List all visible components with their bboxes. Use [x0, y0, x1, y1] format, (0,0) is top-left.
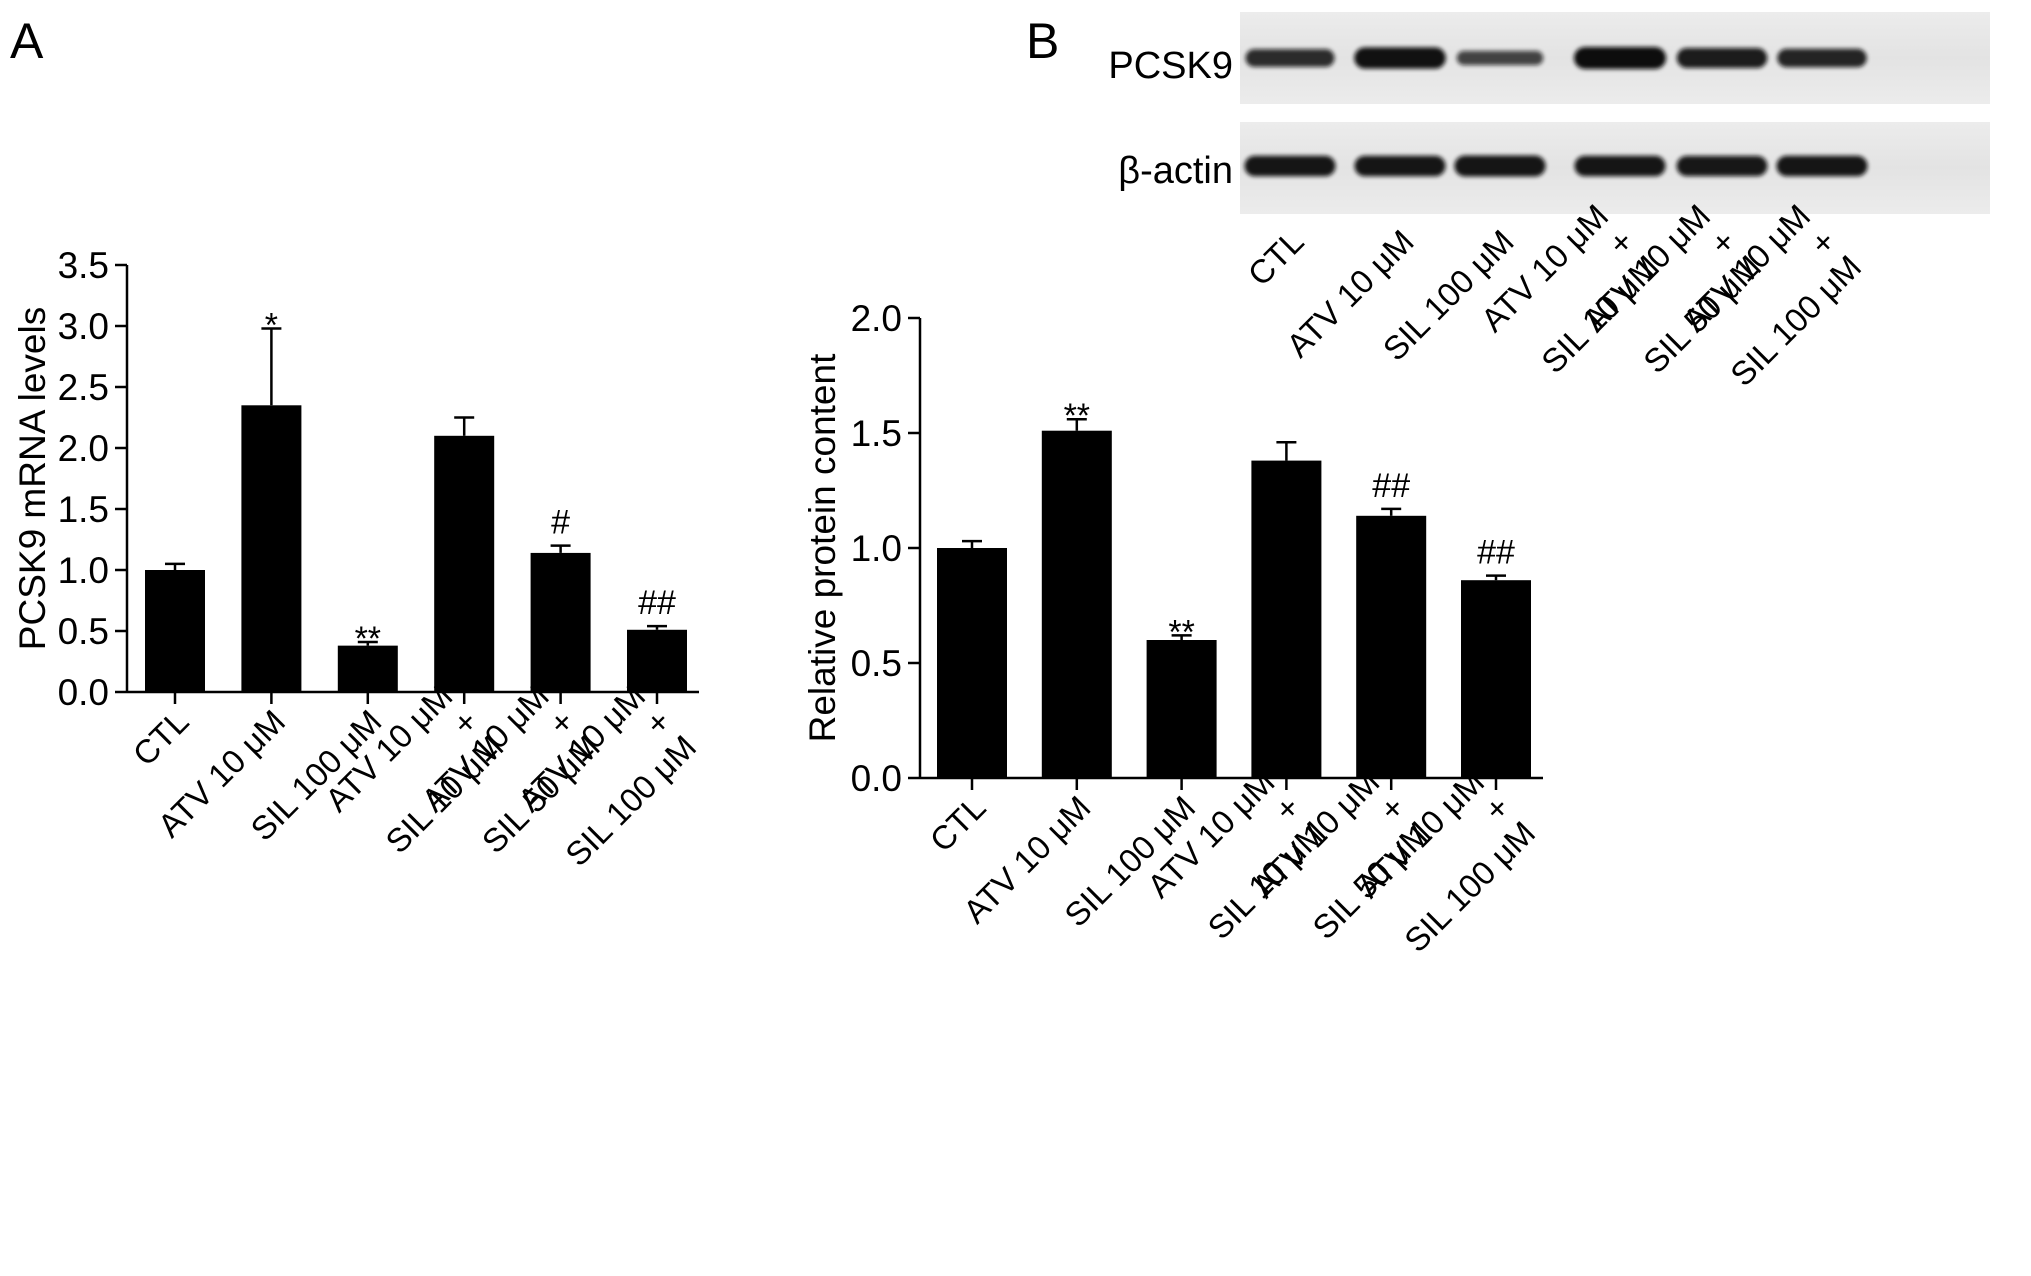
blot-band — [1676, 48, 1768, 68]
bar — [937, 548, 1007, 778]
y-tick-label: 2.0 — [58, 428, 109, 469]
y-tick-label: 0.0 — [58, 672, 109, 713]
bar — [434, 435, 495, 692]
blot-band — [1354, 155, 1446, 177]
significance-label: ## — [1372, 467, 1410, 505]
y-tick-label: 2.0 — [851, 298, 902, 339]
bar — [337, 645, 398, 692]
y-tick-label: 1.0 — [851, 528, 902, 569]
blot-band — [1574, 155, 1666, 177]
blot-band — [1456, 50, 1544, 66]
bar — [145, 570, 205, 692]
significance-label: ## — [1477, 534, 1515, 572]
bar — [530, 552, 591, 692]
y-tick-label: 0.0 — [851, 758, 902, 799]
y-tick-label: 3.5 — [58, 245, 109, 286]
blot-bands — [1244, 47, 1868, 177]
y-tick-label: 0.5 — [58, 611, 109, 652]
y-tick-label: 1.5 — [851, 413, 902, 454]
x-category-label: CTL — [922, 789, 992, 859]
bar — [1251, 460, 1322, 778]
blot-band — [1244, 155, 1336, 177]
bar — [1041, 430, 1112, 778]
x-category-label-line: CTL — [125, 703, 195, 773]
x-category-label-line: CTL — [922, 789, 992, 859]
significance-label: * — [265, 306, 278, 344]
blot-band — [1776, 155, 1868, 177]
x-category-label: CTL — [125, 703, 195, 773]
significance-label: ## — [638, 584, 676, 622]
blot-label-pcsk9: PCSK9 — [1108, 45, 1233, 87]
y-tick-label: 2.5 — [58, 367, 109, 408]
y-axis-title: Relative protein content — [802, 353, 843, 742]
blot-band — [1245, 49, 1335, 67]
significance-label: ** — [1168, 613, 1194, 651]
blot-band — [1676, 155, 1768, 177]
y-tick-label: 1.0 — [58, 550, 109, 591]
blot-band — [1574, 47, 1666, 69]
y-tick-label: 1.5 — [58, 489, 109, 530]
blot-band — [1777, 48, 1867, 68]
bar — [627, 629, 687, 692]
significance-label: # — [551, 504, 570, 542]
blot-lane-label: CTL — [1240, 223, 1310, 293]
y-tick-label: 3.0 — [58, 306, 109, 347]
bar — [1146, 640, 1217, 778]
bar — [241, 405, 302, 692]
bar — [1356, 515, 1427, 778]
blot-band — [1354, 47, 1446, 69]
y-tick-label: 0.5 — [851, 643, 902, 684]
bar — [1461, 580, 1531, 778]
significance-label: ** — [1064, 397, 1090, 435]
panel-a-label: A — [10, 13, 44, 69]
significance-label: ** — [355, 620, 381, 658]
blot-lane-label-line: CTL — [1240, 223, 1310, 293]
y-axis-title: PCSK9 mRNA levels — [12, 307, 53, 650]
blot-band — [1454, 155, 1546, 177]
panel-b-label: B — [1026, 13, 1059, 69]
blot-label-beta-actin: β-actin — [1118, 150, 1233, 192]
